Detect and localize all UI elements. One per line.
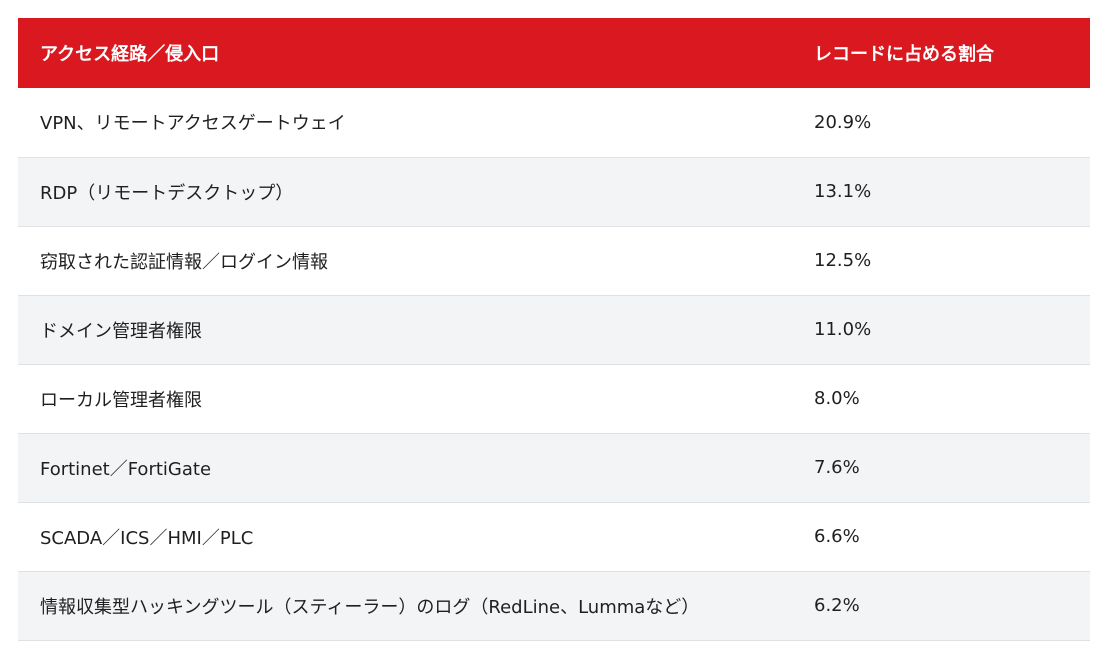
access-vector-table: アクセス経路／侵入口 レコードに占める割合 VPN、リモートアクセスゲートウェイ…: [18, 18, 1090, 641]
table-row: 窃取された認証情報／ログイン情報 12.5%: [18, 226, 1090, 295]
table-row: SCADA／ICS／HMI／PLC 6.6%: [18, 502, 1090, 571]
row-value: 6.6%: [814, 526, 860, 547]
table-row: ドメイン管理者権限 11.0%: [18, 295, 1090, 364]
row-label: 情報収集型ハッキングツール（スティーラー）のログ（RedLine、Lummaなど…: [40, 596, 700, 618]
row-value: 13.1%: [814, 181, 872, 202]
row-value: 11.0%: [814, 319, 872, 340]
row-value: 20.9%: [814, 111, 872, 133]
row-label: SCADA／ICS／HMI／PLC: [40, 527, 254, 549]
table-header-row: アクセス経路／侵入口 レコードに占める割合: [18, 18, 1090, 88]
row-value: 12.5%: [814, 250, 872, 271]
table-row: RDP（リモートデスクトップ） 13.1%: [18, 157, 1090, 226]
row-label: VPN、リモートアクセスゲートウェイ: [40, 113, 346, 135]
row-label: ローカル管理者権限: [40, 389, 202, 411]
row-label: 窃取された認証情報／ログイン情報: [40, 251, 328, 273]
row-value: 7.6%: [814, 457, 860, 478]
row-label: Fortinet／FortiGate: [40, 458, 212, 480]
table-row: 情報収集型ハッキングツール（スティーラー）のログ（RedLine、Lummaなど…: [18, 571, 1090, 640]
table-row: ローカル管理者権限 8.0%: [18, 364, 1090, 433]
row-value: 8.0%: [814, 388, 860, 409]
column-header-share: レコードに占める割合: [814, 44, 994, 65]
data-table: アクセス経路／侵入口 レコードに占める割合 VPN、リモートアクセスゲートウェイ…: [18, 18, 1090, 641]
row-label: ドメイン管理者権限: [40, 320, 202, 342]
row-label: RDP（リモートデスクトップ）: [40, 182, 294, 204]
table-row: VPN、リモートアクセスゲートウェイ 20.9%: [18, 88, 1090, 157]
row-value: 6.2%: [814, 595, 860, 616]
table-row: Fortinet／FortiGate 7.6%: [18, 433, 1090, 502]
column-header-access-vector: アクセス経路／侵入口: [40, 44, 220, 65]
